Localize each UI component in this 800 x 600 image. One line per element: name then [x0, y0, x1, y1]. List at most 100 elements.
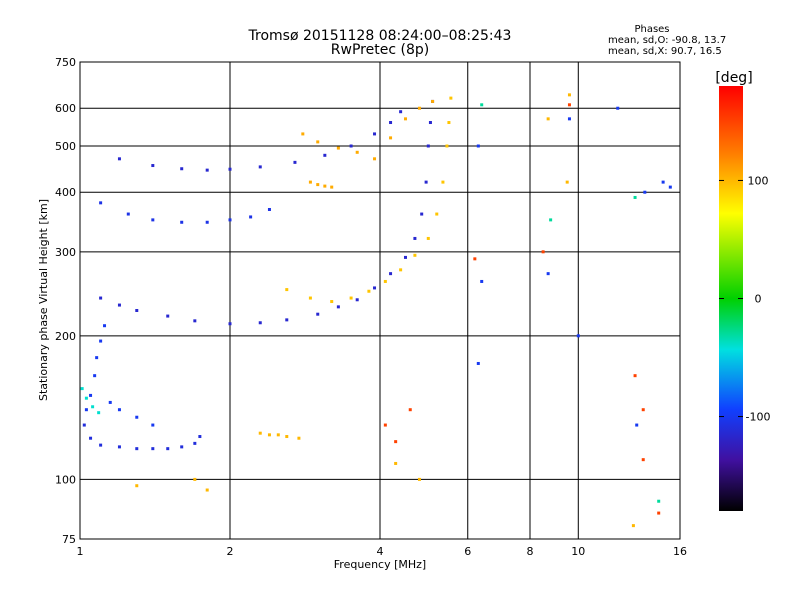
data-point	[349, 296, 353, 300]
data-point	[285, 318, 289, 322]
data-point	[249, 215, 253, 219]
data-point	[403, 255, 407, 259]
data-point	[567, 103, 571, 107]
data-point	[193, 441, 197, 445]
data-point	[389, 136, 393, 140]
data-point	[80, 387, 84, 391]
data-point	[297, 436, 301, 440]
y-tick-label: 75	[62, 533, 76, 546]
data-point	[135, 484, 139, 488]
data-point	[567, 117, 571, 121]
data-point	[258, 321, 262, 325]
data-point	[180, 167, 184, 171]
data-point	[316, 140, 320, 144]
data-point	[180, 445, 184, 449]
data-point	[89, 393, 93, 397]
data-point	[117, 303, 121, 307]
data-point	[180, 220, 184, 224]
data-point	[355, 150, 359, 154]
data-point	[641, 458, 645, 462]
data-point	[151, 423, 155, 427]
data-point	[151, 218, 155, 222]
data-point	[103, 324, 107, 328]
y-axis-label: Stationary phase Virtual Height [km]	[37, 199, 50, 401]
x-tick-label: 6	[464, 545, 471, 558]
x-axis-label: Frequency [MHz]	[334, 558, 426, 571]
data-point	[323, 153, 327, 157]
legend-title: Phases	[634, 24, 669, 35]
data-point	[435, 212, 439, 216]
data-point	[293, 160, 297, 164]
data-point	[447, 121, 451, 125]
data-point	[546, 117, 550, 121]
data-point	[633, 195, 637, 199]
data-point	[383, 279, 387, 283]
data-point	[549, 218, 553, 222]
data-point	[413, 253, 417, 257]
legend-line-o: mean, sd,O: -90.8, 13.7	[608, 35, 726, 46]
data-point	[394, 440, 398, 444]
data-point	[97, 411, 101, 415]
data-point	[91, 405, 95, 409]
data-point	[426, 236, 430, 240]
data-point	[205, 488, 209, 492]
data-point	[228, 322, 232, 326]
data-point	[166, 314, 170, 318]
data-point	[205, 220, 209, 224]
data-point	[99, 339, 103, 343]
data-point	[285, 435, 289, 439]
data-point	[657, 499, 661, 503]
data-point	[308, 296, 312, 300]
data-point	[205, 168, 209, 172]
colorbar-tick-label: 100	[748, 174, 769, 187]
data-point	[424, 180, 428, 184]
data-point	[431, 99, 435, 103]
data-point	[476, 361, 480, 365]
data-point	[258, 165, 262, 169]
y-tick-label: 600	[55, 102, 76, 115]
x-axis-ticks: 1 2 4 6 8 10 16	[77, 545, 688, 558]
data-point	[117, 408, 121, 412]
x-tick-label: 16	[673, 545, 687, 558]
x-tick-label: 1	[77, 545, 84, 558]
colorbar-label: [deg]	[715, 70, 752, 86]
data-point	[373, 132, 377, 136]
data-point	[349, 144, 353, 148]
y-tick-label: 500	[55, 140, 76, 153]
data-point	[449, 96, 453, 100]
data-point	[373, 157, 377, 161]
data-point	[108, 400, 112, 404]
colorbar-ticks: 100 0 -100	[719, 174, 770, 424]
data-point	[316, 312, 320, 316]
y-tick-label: 300	[55, 246, 76, 259]
data-point	[355, 298, 359, 302]
colorbar-tick-label: 0	[755, 293, 762, 306]
data-point	[84, 396, 88, 400]
data-point	[193, 319, 197, 323]
legend-line-x: mean, sd,X: 90.7, 16.5	[608, 46, 722, 57]
chart-subtitle: RwPretec (8p)	[331, 42, 429, 58]
data-point	[661, 180, 665, 184]
data-point	[99, 201, 103, 205]
data-point	[336, 305, 340, 309]
x-tick-label: 4	[377, 545, 384, 558]
data-point	[89, 436, 93, 440]
data-point	[367, 289, 371, 293]
data-point	[383, 423, 387, 427]
data-point	[473, 257, 477, 261]
data-point	[308, 180, 312, 184]
y-tick-label: 200	[55, 330, 76, 343]
data-point	[546, 272, 550, 276]
data-point	[576, 334, 580, 338]
data-point	[330, 185, 334, 189]
data-point	[616, 106, 620, 110]
data-points	[80, 93, 672, 528]
data-point	[567, 93, 571, 97]
data-point	[480, 103, 484, 107]
data-point	[403, 117, 407, 121]
data-point	[541, 250, 545, 254]
data-point	[417, 477, 421, 481]
data-point	[126, 212, 130, 216]
data-point	[117, 157, 121, 161]
